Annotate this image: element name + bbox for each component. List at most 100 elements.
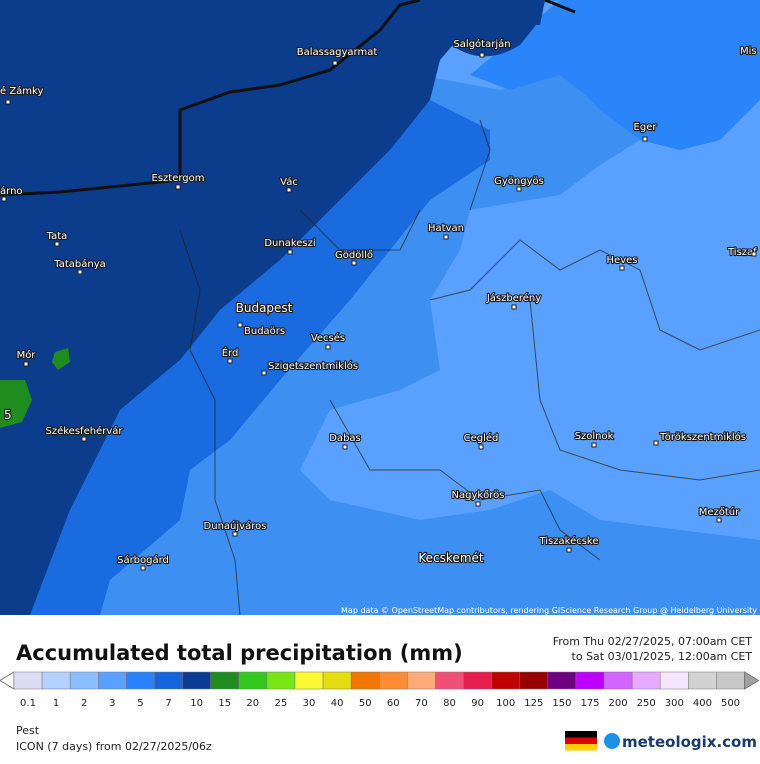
precip-area: [0, 0, 545, 615]
colorbar-box: [210, 671, 239, 690]
colorbar-box: [660, 671, 689, 690]
colorbar-label: 80: [443, 698, 456, 709]
place-dot: [516, 186, 522, 192]
place-dot: [227, 358, 233, 364]
colorbar-label: 400: [693, 698, 712, 709]
place-label: Gödöllő: [335, 249, 373, 261]
attribution: Map data © OpenStreetMap contributors, r…: [341, 606, 757, 615]
colorbar-label: 200: [609, 698, 628, 709]
place-label: Tiszaf: [727, 247, 757, 258]
place-label: Mór: [17, 349, 37, 361]
colorbar-label: 15: [218, 698, 231, 709]
colorbar-label: 25: [275, 698, 288, 709]
place-dot: [332, 60, 338, 66]
place-label: Székesfehérvár: [46, 425, 124, 437]
place-label: árno: [0, 185, 23, 197]
region: Pest: [16, 724, 40, 737]
place-label: Kecskemét: [418, 551, 483, 565]
place-dot: [591, 442, 597, 448]
place-dot: [475, 501, 481, 507]
place-label: Mezőtúr: [699, 506, 740, 518]
model-run: ICON (7 days) from 02/27/2025/06z: [16, 740, 212, 753]
place-label: Heves: [607, 255, 638, 266]
colorbar-box: [716, 671, 745, 690]
place-label: Érd: [222, 346, 239, 359]
colorbar-label: 2: [81, 698, 87, 709]
colorbar-label: 100: [496, 698, 515, 709]
period-to: to Sat 03/01/2025, 12:00am CET: [572, 650, 753, 663]
colorbar-box: [182, 671, 211, 690]
colorbar-box: [688, 671, 717, 690]
county-border: [179, 119, 760, 616]
colorbar-label: 5: [137, 698, 143, 709]
colorbar-label: 3: [109, 698, 115, 709]
colorbar-box: [519, 671, 549, 690]
colorbar-label: 10: [190, 698, 203, 709]
place-dot: [54, 241, 60, 247]
colorbar-label: 125: [524, 698, 543, 709]
place-label: Mis: [740, 46, 757, 57]
place-label: é Zámky: [0, 85, 43, 97]
colorbar-label: 30: [303, 698, 316, 709]
place-label: Tata: [46, 231, 68, 242]
place-label: Szigetszentmiklós: [268, 360, 358, 372]
brand-logo: [604, 733, 620, 749]
colorbar-box: [575, 671, 605, 690]
precip-area: [52, 348, 70, 370]
colorbar: 0.1 1 2 3 5 7 10 15 20 25 30 40 50 60 70 80 90 100 125 150 1…: [0, 671, 760, 709]
place-dot: [261, 370, 267, 376]
place-label: Tiszakécske: [538, 535, 598, 547]
place-dot: [511, 304, 517, 310]
place-label: Salgótarján: [453, 38, 510, 50]
place-dot: [716, 517, 722, 523]
place-label: Dunaújváros: [204, 520, 267, 532]
precip-area: [470, 0, 760, 150]
place-dot: [642, 136, 648, 142]
colorbar-box: [41, 671, 71, 690]
colorbar-box: [13, 671, 43, 690]
place-label: Budaörs: [244, 326, 285, 337]
colorbar-box: [98, 671, 127, 690]
colorbar-label: 40: [331, 698, 344, 709]
colorbar-label: 70: [415, 698, 428, 709]
place-dot: [77, 269, 83, 275]
colorbar-box: [266, 671, 296, 690]
place-label: Vác: [280, 176, 298, 188]
colorbar-box: [69, 671, 99, 690]
place-dot: [140, 565, 146, 571]
period-from: From Thu 02/27/2025, 07:00am CET: [553, 635, 753, 648]
place-dot: [23, 361, 29, 367]
legend-title: Accumulated total precipitation (mm): [16, 641, 463, 665]
colorbar-box: [603, 671, 633, 690]
colorbar-label: 1: [53, 698, 59, 709]
colorbar-box: [407, 671, 436, 690]
place-label: Tatabánya: [53, 258, 106, 270]
colorbar-label: 250: [637, 698, 656, 709]
colorbar-label: 300: [665, 698, 684, 709]
colorbar-box: [322, 671, 352, 690]
place-dot: [653, 440, 659, 446]
precip-area: [445, 20, 540, 57]
colorbar-label: 90: [471, 698, 484, 709]
precip-area: [30, 100, 490, 615]
place-label: Vecsés: [311, 332, 345, 344]
colorbar-label: 175: [580, 698, 599, 709]
colorbar-label: 60: [387, 698, 400, 709]
colorbar-label: 7: [165, 698, 171, 709]
colorbar-box: [463, 671, 492, 690]
place-label: Cegléd: [464, 432, 499, 444]
place-dot: [478, 444, 484, 450]
colorbar-label: 50: [359, 698, 372, 709]
colorbar-box: [631, 671, 661, 690]
colorbar-box: [238, 671, 268, 690]
place-label: Szolnok: [575, 431, 614, 442]
colorbar-label: 150: [552, 698, 571, 709]
place-dot: [479, 52, 485, 58]
brand[interactable]: meteologix.com: [622, 733, 757, 751]
place-dot: [232, 531, 238, 537]
place-label: Jászberény: [486, 292, 541, 304]
place-dot: [619, 265, 625, 271]
place-label: Törökszentmiklós: [659, 431, 746, 443]
colorbar-label: 0.1: [20, 698, 36, 709]
place-label: Balassagyarmat: [297, 47, 378, 58]
